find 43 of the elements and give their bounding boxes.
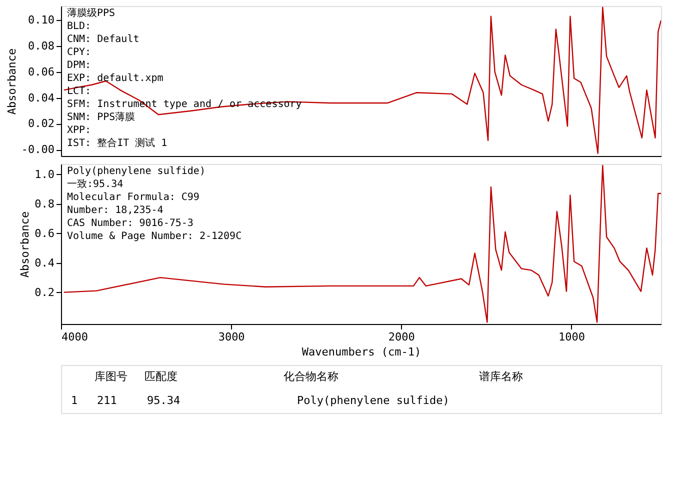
y-tick-label: 0.04 (28, 91, 55, 104)
annotation: Number: 18,235-4 (67, 205, 164, 216)
text: Poly(phenylene sulfide) (297, 394, 450, 407)
annotation: EXP: default.xpm (67, 73, 164, 84)
y-tick-label: 0.06 (28, 65, 54, 78)
text: 1 (71, 394, 78, 407)
y-tick-label: 0.2 (34, 286, 54, 299)
x-tick-label: 3000 (218, 330, 245, 344)
y-tick-label: 0.10 (28, 14, 54, 27)
x-tick-label: 1000 (558, 330, 585, 344)
y-tick-label: 0.02 (28, 117, 54, 130)
y-tick-label: 1.0 (34, 168, 54, 181)
line-series (63, 6, 661, 154)
x-axis-title: Wavenumbers (cm-1) (302, 346, 422, 358)
annotation: Volume & Page Number: 2-1209C (67, 231, 242, 242)
annotation: CAS Number: 9016-75-3 (67, 218, 194, 229)
y-tick-label: 0.08 (28, 40, 54, 53)
text: 谱库名称 (479, 370, 523, 383)
y-tick-label: 0.8 (34, 197, 54, 210)
annotation: IST: 整合IT 测试 1 (67, 137, 168, 149)
x-tick-label: 4000 (62, 330, 88, 344)
y-tick-label: 0.4 (34, 256, 55, 270)
annotation: CNM: Default (67, 34, 140, 45)
text: 95.34 (147, 394, 180, 407)
annotation: Molecular Formula: C99 (67, 192, 200, 203)
annotation: Poly(phenylene sulfide) (67, 166, 206, 177)
annotation: LCT: (67, 86, 92, 97)
annotation: SNM: PPS薄膜 (67, 111, 136, 123)
annotation: DPM: (67, 60, 92, 71)
text: 化合物名称 (284, 370, 338, 383)
y-tick-label: 0.6 (34, 226, 54, 240)
y-axis-title: Absorbance (5, 48, 18, 115)
y-axis-title: Absorbance (18, 211, 32, 278)
annotation: BLD: (67, 21, 92, 32)
y-tick-label: -0.00 (21, 143, 54, 156)
annotation: CPY: (67, 47, 92, 58)
annotation: XPP: (67, 125, 92, 136)
x-tick-label: 2000 (388, 330, 415, 344)
annotation: 一致:95.34 (67, 179, 124, 190)
text: 211 (97, 394, 117, 407)
text: 库图号 (94, 370, 128, 383)
text: 匹配度 (144, 370, 178, 383)
annotation: 薄膜级PPS (67, 7, 116, 19)
